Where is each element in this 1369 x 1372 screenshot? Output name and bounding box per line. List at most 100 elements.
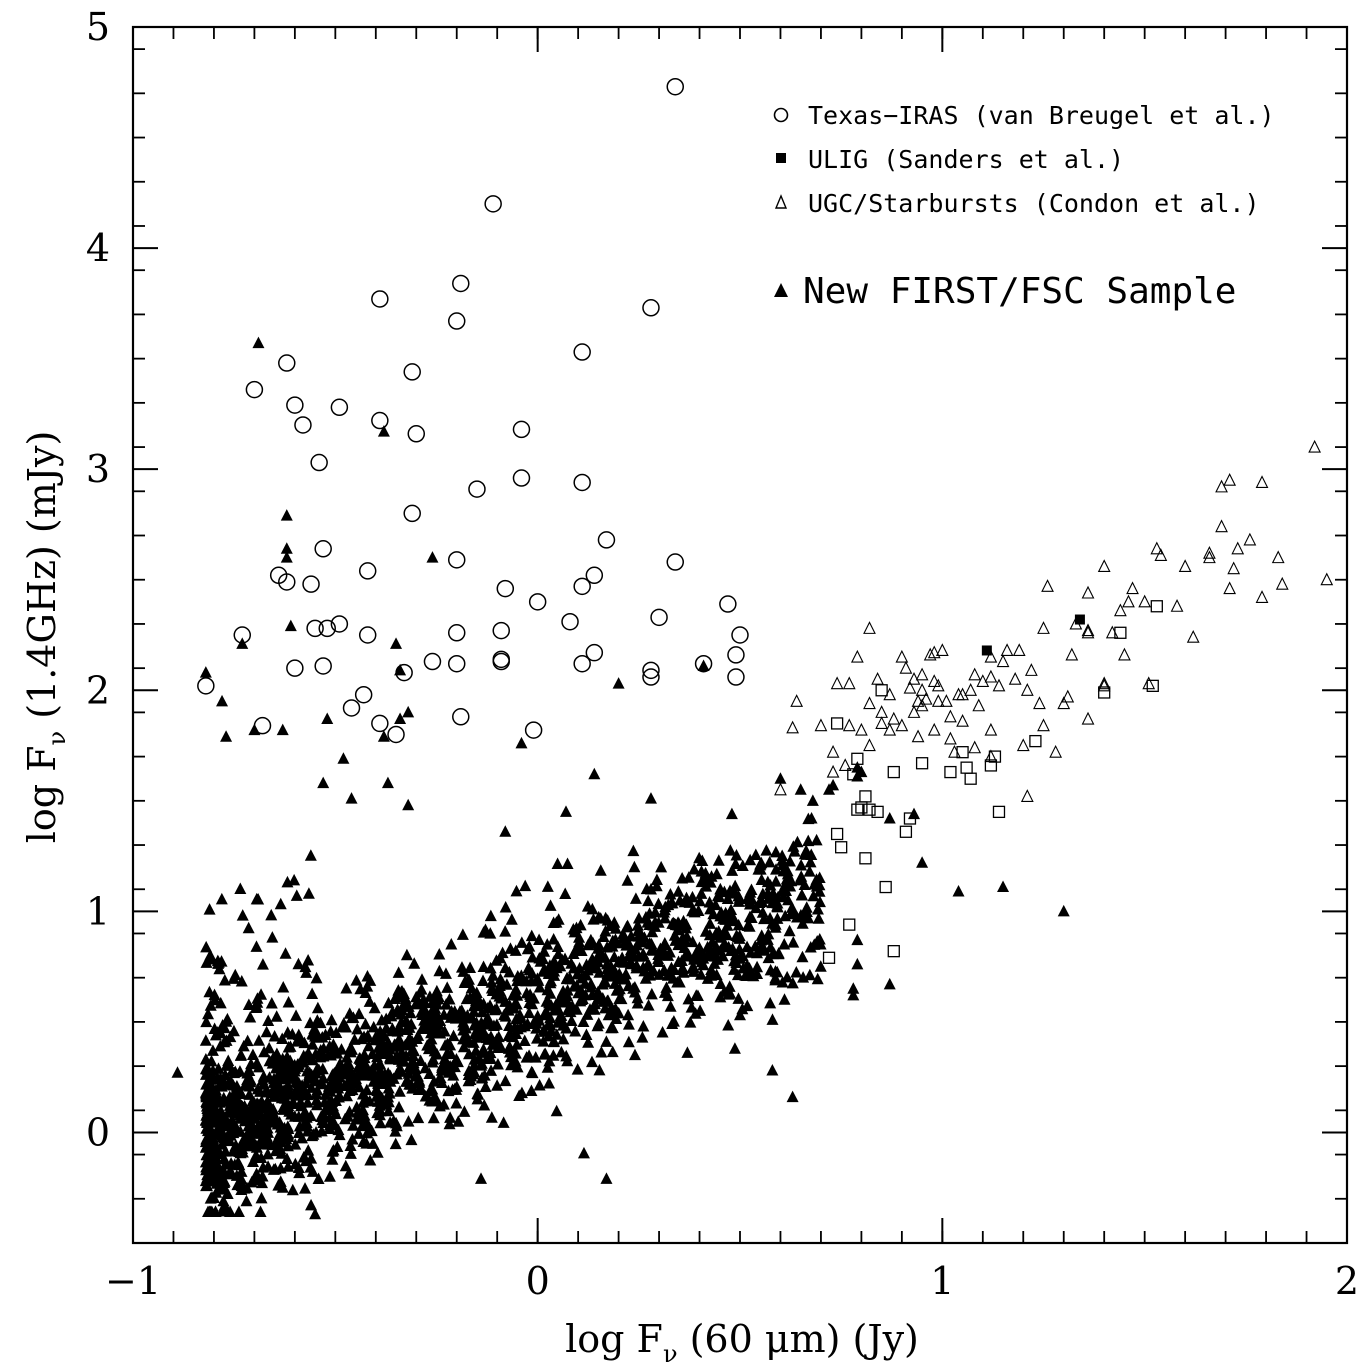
point-first-fsc <box>377 425 390 437</box>
point-first-fsc <box>248 1104 261 1116</box>
point-first-fsc <box>411 996 424 1009</box>
point-first-fsc <box>261 1132 274 1145</box>
point-first-fsc <box>795 859 808 871</box>
point-first-fsc <box>769 875 782 887</box>
point-first-fsc <box>402 705 415 718</box>
point-first-fsc <box>485 982 498 994</box>
point-texas-iras <box>306 619 324 638</box>
point-first-fsc <box>580 1028 593 1040</box>
point-first-fsc <box>250 892 263 905</box>
point-ugc-starburst <box>855 722 868 736</box>
point-first-fsc <box>827 778 840 791</box>
point-texas-iras <box>447 551 466 569</box>
point-first-fsc <box>476 1005 489 1018</box>
point-first-fsc <box>301 1096 314 1108</box>
point-first-fsc <box>234 882 247 894</box>
point-ugc-starburst <box>1097 678 1111 692</box>
point-texas-iras <box>286 659 304 677</box>
point-first-fsc <box>779 909 792 922</box>
point-ugc-starburst <box>984 649 998 663</box>
point-texas-iras <box>354 685 373 704</box>
point-first-fsc <box>266 1105 279 1117</box>
point-first-fsc <box>218 973 231 986</box>
point-first-fsc <box>631 919 644 931</box>
point-first-fsc <box>664 968 677 981</box>
point-first-fsc <box>280 542 293 554</box>
point-first-fsc <box>499 961 512 974</box>
point-first-fsc <box>727 911 740 923</box>
point-texas-iras <box>330 615 349 633</box>
point-first-fsc <box>608 977 621 989</box>
point-first-fsc <box>236 909 249 921</box>
point-ugc-starburst <box>895 649 909 663</box>
point-first-fsc <box>705 963 718 976</box>
point-first-fsc <box>403 1031 416 1044</box>
point-first-fsc <box>249 1138 262 1151</box>
point-ugc-starburst <box>863 738 876 752</box>
point-first-fsc <box>359 1119 372 1132</box>
point-first-fsc <box>743 898 756 910</box>
point-first-fsc <box>433 947 446 960</box>
point-first-fsc <box>203 903 216 915</box>
point-texas-iras <box>492 652 510 671</box>
point-first-fsc <box>666 917 679 929</box>
point-first-fsc <box>382 1104 395 1117</box>
point-first-fsc <box>254 1085 267 1097</box>
point-first-fsc <box>458 1105 471 1117</box>
point-texas-iras <box>452 274 470 293</box>
point-first-fsc <box>213 1096 226 1108</box>
point-first-fsc <box>714 944 727 956</box>
point-first-fsc <box>513 1008 526 1021</box>
point-first-fsc <box>751 946 764 959</box>
point-ugc-starburst <box>964 683 978 696</box>
point-ugc-starburst <box>1142 676 1156 690</box>
point-first-fsc <box>361 1126 374 1139</box>
point-first-fsc <box>431 1048 444 1060</box>
point-first-fsc <box>394 712 407 725</box>
point-first-fsc <box>211 1071 224 1084</box>
point-ugc-starburst <box>1000 643 1014 657</box>
point-first-fsc <box>691 989 704 1002</box>
point-first-fsc <box>242 998 255 1011</box>
point-first-fsc <box>261 1086 274 1098</box>
point-first-fsc <box>552 1003 565 1016</box>
point-ugc-starburst <box>1275 576 1289 590</box>
point-texas-iras <box>294 416 312 434</box>
point-first-fsc <box>215 1124 228 1136</box>
point-first-fsc <box>580 958 593 971</box>
point-first-fsc <box>350 1100 363 1113</box>
point-ugc-starburst <box>1178 559 1192 573</box>
point-first-fsc <box>601 994 614 1006</box>
point-ugc-starburst <box>903 680 917 694</box>
point-first-fsc <box>414 1054 427 1067</box>
point-ugc-starburst <box>984 722 998 736</box>
point-ugc-starburst <box>1170 599 1184 612</box>
point-first-fsc <box>599 911 612 924</box>
point-first-fsc <box>714 977 727 990</box>
point-first-fsc <box>309 1207 322 1220</box>
point-texas-iras <box>423 652 442 671</box>
point-first-fsc <box>581 900 594 912</box>
point-first-fsc <box>813 885 826 897</box>
point-first-fsc <box>369 1030 382 1043</box>
point-ugc-starburst <box>984 749 998 763</box>
point-first-fsc <box>393 1085 406 1097</box>
point-ulig <box>1074 614 1085 625</box>
point-texas-iras <box>573 577 591 596</box>
point-first-fsc <box>582 1036 595 1048</box>
point-first-fsc <box>778 993 791 1005</box>
point-first-fsc <box>260 1025 273 1038</box>
point-first-fsc <box>214 996 227 1009</box>
point-first-fsc <box>714 882 727 895</box>
point-first-fsc <box>567 923 580 935</box>
point-texas-iras <box>731 626 749 644</box>
point-first-fsc <box>496 946 509 959</box>
point-first-fsc <box>1057 904 1070 917</box>
point-first-fsc <box>292 1031 305 1044</box>
point-first-fsc <box>323 1170 336 1182</box>
point-ugc-starburst <box>1243 532 1257 546</box>
point-first-fsc <box>661 989 674 1002</box>
point-open-square <box>875 684 888 697</box>
point-first-fsc <box>744 853 757 866</box>
